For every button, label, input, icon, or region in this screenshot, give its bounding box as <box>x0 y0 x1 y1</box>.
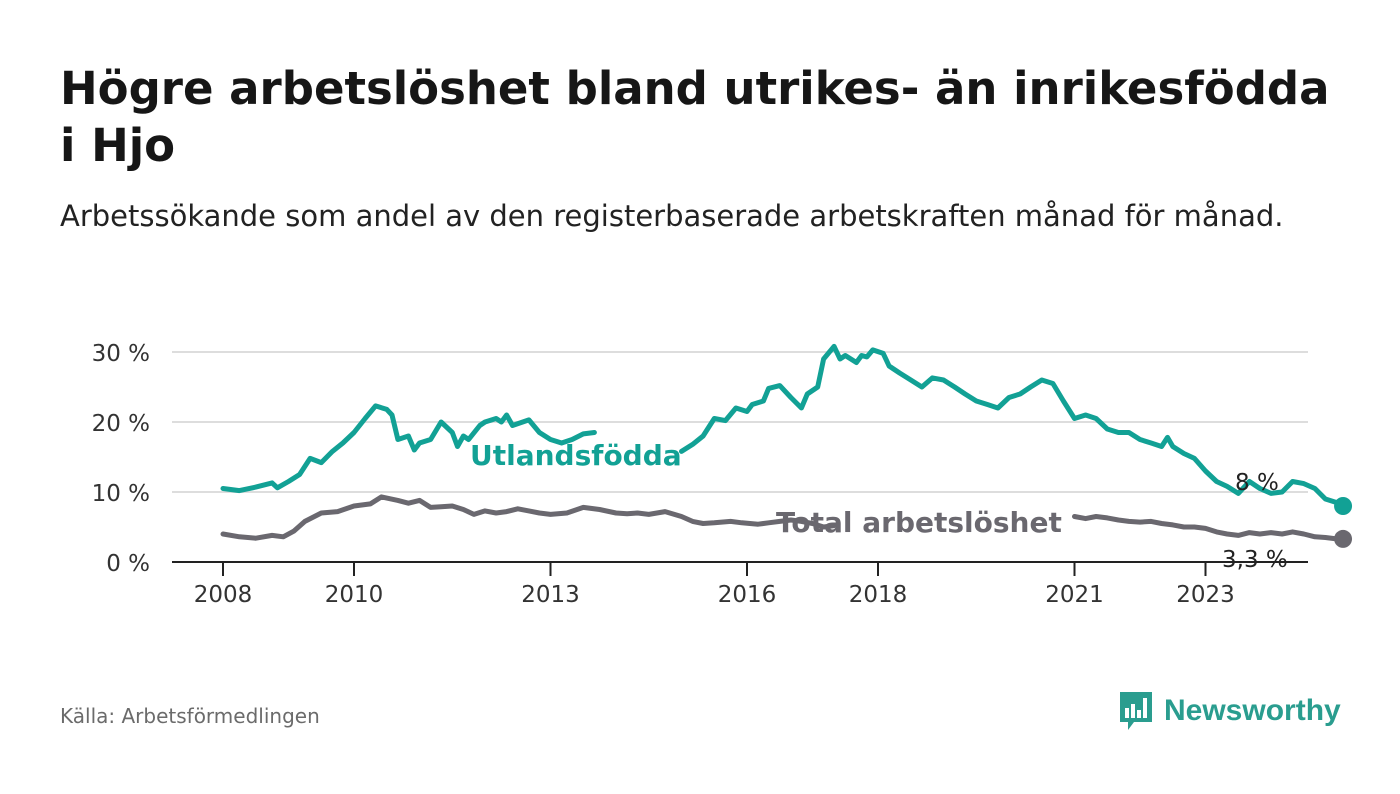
x-tick-label: 2010 <box>325 582 384 608</box>
series-layer <box>220 343 1353 548</box>
x-tick-label: 2016 <box>718 582 777 608</box>
y-tick-label: 30 % <box>92 341 150 367</box>
x-tick-label: 2021 <box>1045 582 1104 608</box>
end-point-marker <box>1334 497 1353 515</box>
x-tick-label: 2018 <box>849 582 908 608</box>
series-line <box>220 494 837 541</box>
subtitle: Arbetssökande som andel av den registerb… <box>60 199 1284 233</box>
x-tick-label: 2008 <box>194 582 253 608</box>
x-tick-label: 2013 <box>521 582 580 608</box>
series-line <box>1072 514 1346 542</box>
newsworthy-logo-icon <box>1120 692 1152 730</box>
source-note: Källa: Arbetsförmedlingen <box>60 704 320 728</box>
series-line <box>220 403 597 494</box>
end-label-total: 3,3 % <box>1222 547 1288 573</box>
end-label-foreign: 8 % <box>1235 470 1279 496</box>
y-tick-label: 10 % <box>92 481 150 507</box>
brand-name: Newsworthy <box>1164 694 1341 727</box>
label-layer: Utlandsfödda Total arbetslöshet 8 % 3,3 % <box>470 439 1288 573</box>
series-label-total: Total arbetslöshet <box>776 506 1062 539</box>
y-tick-label: 0 % <box>106 551 150 577</box>
y-tick-label: 20 % <box>92 411 150 437</box>
axis-layer: 0 % 10 % 20 % 30 % 2008 2010 2013 2016 2018 2021 2… <box>92 341 1308 608</box>
series-label-foreign: Utlandsfödda <box>470 439 682 472</box>
x-tick-label: 2023 <box>1176 582 1235 608</box>
grid-layer <box>172 351 1308 493</box>
end-point-marker <box>1334 529 1353 548</box>
series-line <box>679 343 1346 509</box>
brand-logo: Newsworthy <box>1118 690 1341 732</box>
page-title: Högre arbetslöshet bland utrikes- än inr… <box>60 62 1330 172</box>
